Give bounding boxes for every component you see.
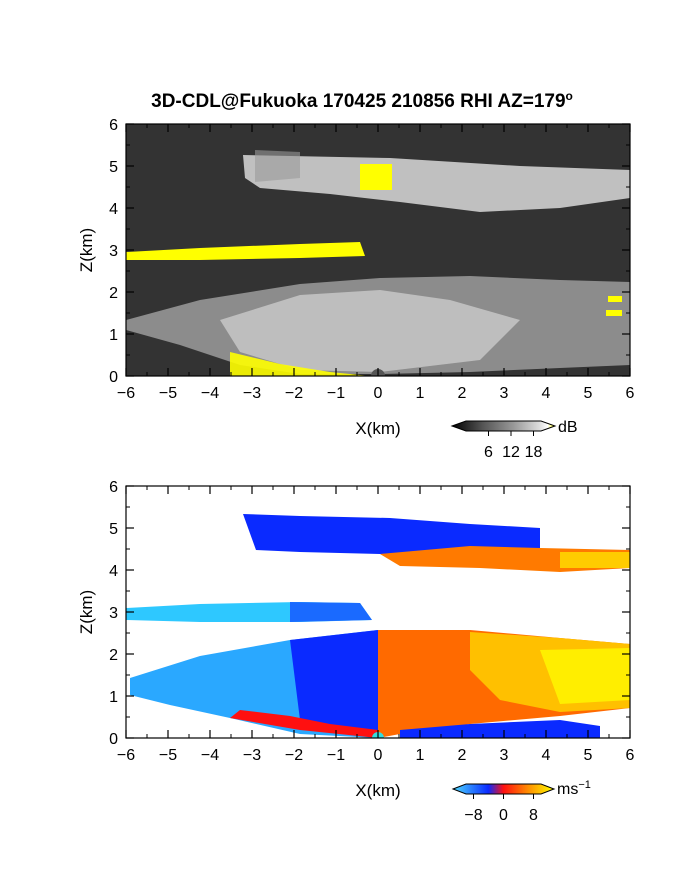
reflectivity-x-ticks: −6 −5 −4 −3 −2 −1 0 1 2 3 4 5 6 xyxy=(117,124,635,402)
x-tick-label: 1 xyxy=(416,747,425,764)
reflectivity-y-axis-label: Z(km) xyxy=(77,228,96,272)
x-tick-label: −3 xyxy=(243,385,261,402)
velocity-x-ticks: −6 −5 −4 −3 −2 −1 0 1 2 3 4 5 6 xyxy=(117,486,635,764)
reflectivity-upper-layer xyxy=(243,155,630,212)
reflectivity-colorbar-unit: dB xyxy=(558,419,578,436)
velocity-colorbar-bar xyxy=(451,783,556,795)
reflectivity-colorbar: 6 12 18 dB xyxy=(450,419,578,461)
x-tick-label: −1 xyxy=(327,385,345,402)
velocity-field xyxy=(126,514,630,738)
x-tick-label: 2 xyxy=(458,385,467,402)
velocity-lower-layer-blue-base xyxy=(400,720,600,738)
velocity-lower-layer-negative-dark xyxy=(290,630,378,738)
colorbar-tick-label: 12 xyxy=(502,444,520,461)
x-tick-label: −2 xyxy=(285,385,303,402)
y-tick-label: 2 xyxy=(109,647,118,664)
y-tick-label: 5 xyxy=(109,159,118,176)
velocity-upper-layer-negative xyxy=(243,514,540,554)
colorbar-tick-label: −8 xyxy=(464,807,482,824)
y-tick-label: 0 xyxy=(109,369,118,386)
y-tick-label: 3 xyxy=(109,605,118,622)
velocity-x-axis-label: X(km) xyxy=(355,781,400,800)
x-tick-label: 6 xyxy=(626,747,635,764)
x-tick-label: −5 xyxy=(159,385,177,402)
x-tick-label: 0 xyxy=(374,385,383,402)
reflectivity-lower-bright-core xyxy=(220,290,520,372)
x-tick-label: 4 xyxy=(542,385,551,402)
reflectivity-colorbar-ticks: 6 12 18 xyxy=(484,431,543,461)
x-tick-label: 3 xyxy=(500,385,509,402)
x-tick-label: 2 xyxy=(458,747,467,764)
y-tick-label: 6 xyxy=(109,479,118,496)
velocity-lower-layer-positive-peak xyxy=(540,648,630,704)
colorbar-tick-label: 0 xyxy=(499,807,508,824)
reflectivity-field xyxy=(126,124,630,376)
figure-title: 3D-CDL@Fukuoka 170425 210856 RHI AZ=179o xyxy=(151,89,573,112)
y-tick-label: 1 xyxy=(109,689,118,706)
reflectivity-upper-fringe xyxy=(255,150,300,182)
y-tick-label: 2 xyxy=(109,285,118,302)
velocity-y-axis-label: Z(km) xyxy=(77,590,96,634)
reflectivity-y-ticks: 0 1 2 3 4 5 6 xyxy=(109,117,630,386)
x-tick-label: 5 xyxy=(584,747,593,764)
velocity-colorbar-unit: ms−1 xyxy=(557,779,591,798)
velocity-upper-layer-tip xyxy=(560,552,630,568)
velocity-lower-layer-red-edge xyxy=(230,710,378,738)
y-tick-label: 4 xyxy=(109,201,118,218)
y-tick-label: 4 xyxy=(109,563,118,580)
degree-superscript: o xyxy=(566,89,573,103)
y-tick-label: 1 xyxy=(109,327,118,344)
reflectivity-bright-spot xyxy=(360,164,392,190)
x-tick-label: 4 xyxy=(542,747,551,764)
x-tick-label: −4 xyxy=(201,747,219,764)
x-tick-label: −6 xyxy=(117,747,135,764)
colorbar-tick-label: 6 xyxy=(484,444,493,461)
colorbar-tick-label: 18 xyxy=(525,444,543,461)
y-tick-label: 0 xyxy=(109,731,118,748)
reflectivity-x-axis-label: X(km) xyxy=(355,419,400,438)
velocity-colorbar-unit-exponent: −1 xyxy=(578,779,591,791)
x-tick-label: 0 xyxy=(374,747,383,764)
velocity-middle-layer-dark xyxy=(290,602,372,622)
reflectivity-ground-echo xyxy=(230,352,370,376)
reflectivity-right-spot-2 xyxy=(606,310,622,316)
x-tick-label: 1 xyxy=(416,385,425,402)
x-tick-label: 3 xyxy=(500,747,509,764)
x-tick-label: −2 xyxy=(285,747,303,764)
reflectivity-middle-layer xyxy=(126,242,365,260)
x-tick-label: −5 xyxy=(159,747,177,764)
reflectivity-colorbar-bar xyxy=(450,420,557,432)
y-tick-label: 6 xyxy=(109,117,118,134)
x-tick-label: −1 xyxy=(327,747,345,764)
colorbar-tick-label: 8 xyxy=(529,807,538,824)
reflectivity-right-spot-1 xyxy=(608,296,622,302)
y-tick-label: 5 xyxy=(109,521,118,538)
x-tick-label: 6 xyxy=(626,385,635,402)
x-tick-label: −3 xyxy=(243,747,261,764)
velocity-y-ticks: 0 1 2 3 4 5 6 xyxy=(109,479,630,748)
velocity-colorbar-ticks: −8 0 8 xyxy=(464,794,538,824)
y-tick-label: 3 xyxy=(109,243,118,260)
x-tick-label: −4 xyxy=(201,385,219,402)
x-tick-label: 5 xyxy=(584,385,593,402)
x-tick-label: −6 xyxy=(117,385,135,402)
velocity-colorbar: −8 0 8 ms−1 xyxy=(451,779,591,824)
